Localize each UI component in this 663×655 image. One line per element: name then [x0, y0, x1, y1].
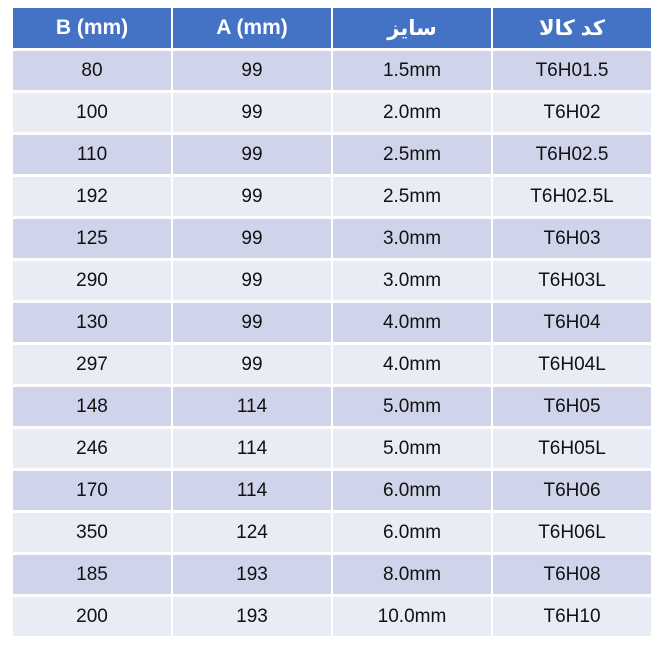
cell-b: 350	[13, 513, 171, 552]
cell-code: T6H05	[493, 387, 651, 426]
product-spec-table: B (mm) A (mm) سایز کد کالا 80 99 1.5mm T6H0…	[11, 5, 653, 639]
cell-b: 148	[13, 387, 171, 426]
cell-size: 2.0mm	[333, 93, 491, 132]
cell-a: 99	[173, 303, 331, 342]
cell-code: T6H04L	[493, 345, 651, 384]
cell-a: 193	[173, 555, 331, 594]
cell-a: 99	[173, 345, 331, 384]
cell-size: 3.0mm	[333, 219, 491, 258]
cell-b: 200	[13, 597, 171, 636]
cell-a: 99	[173, 135, 331, 174]
cell-b: 290	[13, 261, 171, 300]
table-row: 200 193 10.0mm T6H10	[13, 597, 651, 636]
cell-size: 2.5mm	[333, 177, 491, 216]
cell-code: T6H01.5	[493, 51, 651, 90]
cell-code: T6H08	[493, 555, 651, 594]
cell-size: 6.0mm	[333, 513, 491, 552]
cell-code: T6H10	[493, 597, 651, 636]
table-row: 290 99 3.0mm T6H03L	[13, 261, 651, 300]
cell-b: 130	[13, 303, 171, 342]
cell-size: 10.0mm	[333, 597, 491, 636]
cell-a: 99	[173, 219, 331, 258]
cell-code: T6H06L	[493, 513, 651, 552]
cell-b: 297	[13, 345, 171, 384]
cell-a: 99	[173, 93, 331, 132]
table-row: 297 99 4.0mm T6H04L	[13, 345, 651, 384]
cell-code: T6H02.5L	[493, 177, 651, 216]
cell-a: 114	[173, 429, 331, 468]
column-header-size: سایز	[333, 8, 491, 48]
cell-b: 170	[13, 471, 171, 510]
cell-b: 100	[13, 93, 171, 132]
cell-code: T6H04	[493, 303, 651, 342]
cell-code: T6H02.5	[493, 135, 651, 174]
cell-code: T6H05L	[493, 429, 651, 468]
table-row: 246 114 5.0mm T6H05L	[13, 429, 651, 468]
cell-size: 4.0mm	[333, 303, 491, 342]
cell-b: 125	[13, 219, 171, 258]
cell-code: T6H03L	[493, 261, 651, 300]
column-header-a-mm: A (mm)	[173, 8, 331, 48]
cell-b: 192	[13, 177, 171, 216]
cell-b: 185	[13, 555, 171, 594]
table-row: 130 99 4.0mm T6H04	[13, 303, 651, 342]
cell-b: 246	[13, 429, 171, 468]
cell-b: 110	[13, 135, 171, 174]
cell-b: 80	[13, 51, 171, 90]
cell-a: 99	[173, 261, 331, 300]
table-row: 110 99 2.5mm T6H02.5	[13, 135, 651, 174]
cell-size: 1.5mm	[333, 51, 491, 90]
cell-a: 114	[173, 387, 331, 426]
cell-size: 3.0mm	[333, 261, 491, 300]
cell-a: 99	[173, 177, 331, 216]
cell-size: 6.0mm	[333, 471, 491, 510]
cell-size: 5.0mm	[333, 429, 491, 468]
cell-size: 4.0mm	[333, 345, 491, 384]
table-row: 170 114 6.0mm T6H06	[13, 471, 651, 510]
header-row: B (mm) A (mm) سایز کد کالا	[13, 8, 651, 48]
table-row: 80 99 1.5mm T6H01.5	[13, 51, 651, 90]
table-row: 100 99 2.0mm T6H02	[13, 93, 651, 132]
cell-code: T6H02	[493, 93, 651, 132]
cell-a: 99	[173, 51, 331, 90]
table-row: 192 99 2.5mm T6H02.5L	[13, 177, 651, 216]
cell-a: 193	[173, 597, 331, 636]
cell-size: 8.0mm	[333, 555, 491, 594]
cell-code: T6H03	[493, 219, 651, 258]
column-header-product-code: کد کالا	[493, 8, 651, 48]
cell-code: T6H06	[493, 471, 651, 510]
column-header-b-mm: B (mm)	[13, 8, 171, 48]
table-body: 80 99 1.5mm T6H01.5 100 99 2.0mm T6H02 110 99 2.5m…	[13, 51, 651, 636]
table-row: 148 114 5.0mm T6H05	[13, 387, 651, 426]
cell-size: 5.0mm	[333, 387, 491, 426]
cell-a: 124	[173, 513, 331, 552]
table-header: B (mm) A (mm) سایز کد کالا	[13, 8, 651, 48]
table-row: 185 193 8.0mm T6H08	[13, 555, 651, 594]
table-row: 350 124 6.0mm T6H06L	[13, 513, 651, 552]
table-row: 125 99 3.0mm T6H03	[13, 219, 651, 258]
cell-a: 114	[173, 471, 331, 510]
cell-size: 2.5mm	[333, 135, 491, 174]
